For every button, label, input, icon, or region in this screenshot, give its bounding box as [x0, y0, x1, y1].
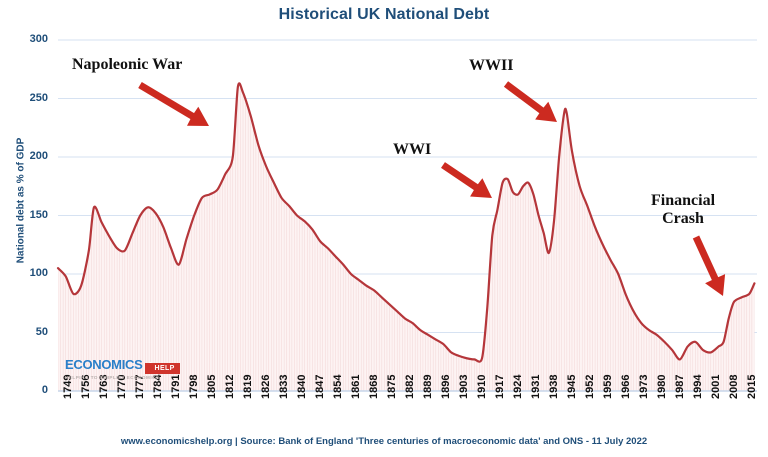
- annotation-arrow-head-1: [470, 178, 492, 198]
- x-axis-tick-1812: 1812: [223, 374, 236, 399]
- y-axis-tick-150: 150: [29, 208, 48, 221]
- x-axis-tick-1910: 1910: [475, 374, 488, 399]
- x-axis-tick-1868: 1868: [367, 374, 380, 399]
- x-axis-tick-1847: 1847: [313, 374, 326, 399]
- economicshelp-logo: ECONOMICS HELP HELPING TO SIMPLIFY ECONOM…: [65, 356, 185, 382]
- annotation-arrow-shaft-1: [441, 162, 481, 192]
- x-axis-tick-1917: 1917: [493, 374, 506, 399]
- annotation-arrow-shaft-0: [138, 81, 198, 121]
- x-axis-tick-1945: 1945: [565, 374, 578, 399]
- x-axis-tick-1798: 1798: [187, 374, 200, 399]
- y-axis-tick-100: 100: [29, 267, 48, 279]
- x-axis-tick-1980: 1980: [655, 374, 668, 399]
- annotation-arrow-shaft-2: [503, 81, 547, 116]
- annotation-arrow-head-2: [535, 101, 557, 122]
- x-axis-tick-1896: 1896: [439, 374, 452, 399]
- x-axis-tick-1882: 1882: [403, 374, 416, 399]
- series-area-fill: [58, 83, 755, 391]
- chart-footer-source: www.economicshelp.org | Source: Bank of …: [120, 436, 648, 447]
- x-axis-tick-1840: 1840: [295, 374, 308, 399]
- annotation-arrow-head-0: [187, 106, 209, 126]
- y-axis-tick-0: 0: [41, 384, 48, 396]
- x-axis-tick-1987: 1987: [673, 374, 686, 399]
- x-axis-tick-1854: 1854: [331, 374, 344, 399]
- annotation-label-napoleonic-war: Napoleonic War: [72, 56, 183, 73]
- logo-tagline: HELPING TO SIMPLIFY ECONOMICS: [65, 375, 160, 380]
- x-axis-tick-1903: 1903: [457, 374, 470, 399]
- x-axis-tick-1959: 1959: [601, 374, 614, 399]
- x-axis-tick-2008: 2008: [727, 374, 740, 399]
- y-axis-tick-200: 200: [29, 150, 48, 162]
- x-axis-tick-1938: 1938: [547, 374, 560, 399]
- x-axis-tick-1924: 1924: [511, 374, 524, 399]
- x-axis-tick-1952: 1952: [583, 374, 596, 399]
- y-axis-tick-250: 250: [29, 91, 48, 104]
- annotation-label-wwi: WWI: [393, 141, 432, 158]
- annotation-label-wwii: WWII: [469, 57, 514, 74]
- x-axis-tick-1973: 1973: [637, 374, 650, 399]
- x-axis-tick-1826: 1826: [259, 374, 272, 399]
- x-axis-tick-2001: 2001: [709, 374, 722, 399]
- annotation-label-financial-crash: Financial Crash: [651, 192, 716, 227]
- logo-tag-wrap: HELP: [142, 356, 180, 374]
- x-axis-tick-1931: 1931: [529, 374, 542, 399]
- x-axis-tick-1966: 1966: [619, 374, 632, 399]
- y-axis-title: National debt as % of GDP: [15, 137, 27, 264]
- chart-title: Historical UK National Debt: [278, 6, 490, 23]
- annotation-arrow-shaft-3: [692, 235, 720, 283]
- x-axis-tick-1833: 1833: [277, 374, 290, 399]
- x-axis-tick-1805: 1805: [205, 374, 218, 399]
- annotation-arrow-head-3: [705, 274, 726, 296]
- x-axis-tick-1889: 1889: [421, 374, 434, 399]
- series-line-national-debt: [56, 82, 756, 363]
- logo-tag-label: HELP: [145, 363, 180, 374]
- y-axis-tick-50: 50: [35, 325, 48, 338]
- x-axis-tick-2015: 2015: [745, 374, 758, 399]
- x-axis-tick-1861: 1861: [349, 374, 362, 399]
- y-axis-tick-300: 300: [29, 33, 48, 45]
- logo-wordmark: ECONOMICS: [65, 357, 143, 372]
- x-axis-tick-1994: 1994: [691, 374, 704, 399]
- x-axis-tick-1875: 1875: [385, 374, 398, 399]
- x-axis-tick-1819: 1819: [241, 374, 254, 399]
